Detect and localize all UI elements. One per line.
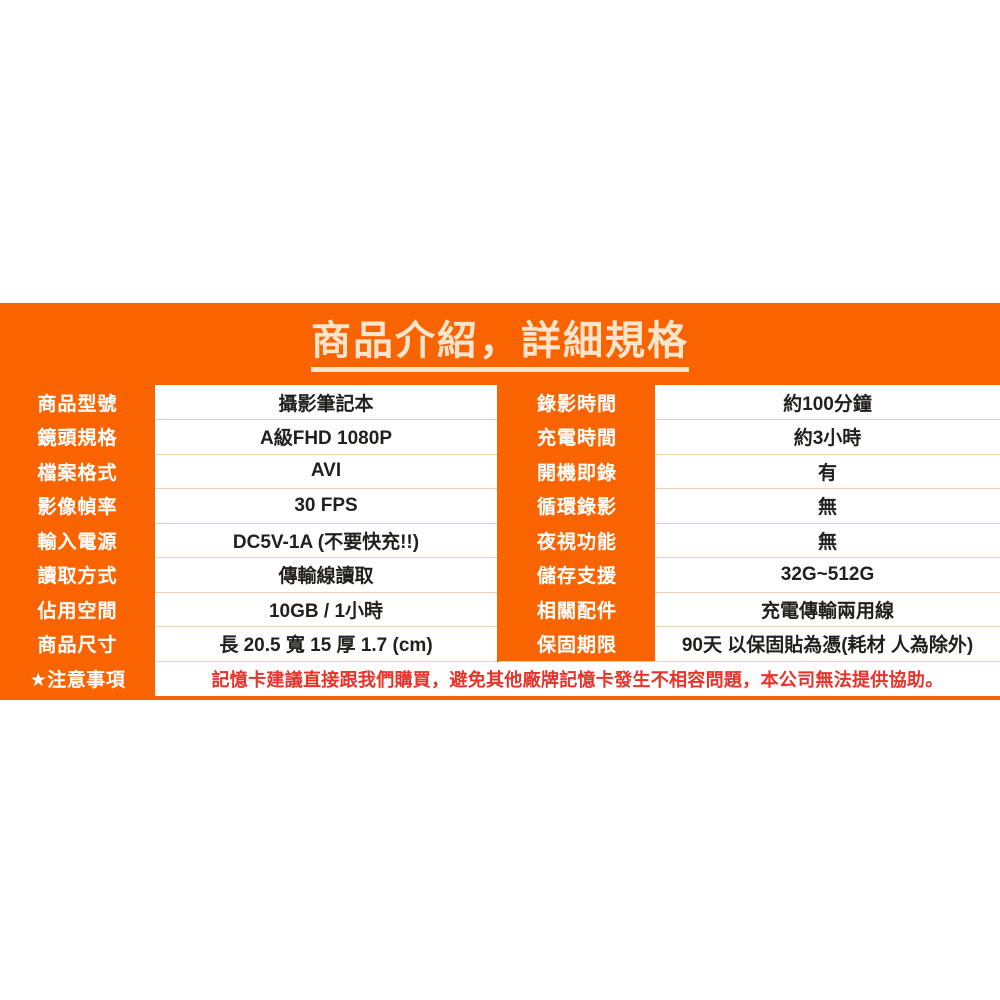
- spec-label-left: 商品尺寸: [0, 626, 155, 661]
- spec-value-right: 無: [655, 488, 1000, 523]
- table-row: 商品尺寸 長 20.5 寬 15 厚 1.7 (cm) 保固期限 90天 以保固…: [0, 626, 1000, 661]
- spec-value-left: 30 FPS: [155, 488, 499, 523]
- spec-label-left: 讀取方式: [0, 557, 155, 592]
- page-title: 商品介紹，詳細規格: [311, 320, 689, 372]
- spec-value-left: 攝影筆記本: [155, 385, 499, 420]
- table-row: 鏡頭規格 A級FHD 1080P 充電時間 約3小時: [0, 419, 1000, 454]
- table-row: 佔用空間 10GB / 1小時 相關配件 充電傳輸兩用線: [0, 591, 1000, 627]
- table-row: 影像幀率 30 FPS 循環錄影 無: [0, 488, 1000, 523]
- specification-panel: 商品介紹，詳細規格 商品型號 攝影筆記本 錄影時間 約100分鐘 鏡頭規格 A級…: [0, 303, 1000, 700]
- spec-label-left: 輸入電源: [0, 523, 155, 558]
- spec-label-right: 夜視功能: [498, 523, 655, 558]
- warning-label: ★注意事項: [0, 661, 155, 696]
- table-row: 檔案格式 AVI 開機即錄 有: [0, 453, 1000, 489]
- spec-value-right: 32G~512G: [655, 557, 1000, 592]
- spec-value-right: 有: [655, 453, 1000, 489]
- spec-value-left: 長 20.5 寬 15 厚 1.7 (cm): [155, 626, 499, 661]
- spec-label-right: 保固期限: [498, 626, 655, 661]
- spec-value-left: DC5V-1A (不要快充!!): [155, 522, 499, 558]
- banner: 商品介紹，詳細規格: [0, 303, 1000, 382]
- warning-row: ★注意事項 記憶卡建議直接跟我們購買，避免其他廠牌記憶卡發生不相容問題，本公司無…: [0, 660, 1000, 696]
- spec-value-right: 充電傳輸兩用線: [655, 591, 1000, 627]
- table-row: 商品型號 攝影筆記本 錄影時間 約100分鐘: [0, 385, 1000, 420]
- spec-label-right: 儲存支援: [498, 557, 655, 592]
- spec-label-right: 循環錄影: [498, 488, 655, 523]
- spec-value-right: 約3小時: [655, 419, 1000, 454]
- spec-label-right: 相關配件: [498, 592, 655, 627]
- specification-table-body: 商品型號 攝影筆記本 錄影時間 約100分鐘 鏡頭規格 A級FHD 1080P …: [0, 385, 1000, 696]
- spec-label-left: 影像幀率: [0, 488, 155, 523]
- specification-table: 商品型號 攝影筆記本 錄影時間 約100分鐘 鏡頭規格 A級FHD 1080P …: [0, 385, 1000, 696]
- spec-value-left: A級FHD 1080P: [155, 419, 499, 454]
- spec-label-right: 開機即錄: [498, 454, 655, 489]
- spec-label-right: 錄影時間: [498, 385, 655, 420]
- spec-value-left: 10GB / 1小時: [155, 591, 499, 627]
- spec-label-right: 充電時間: [498, 419, 655, 454]
- spec-value-left: 傳輸線讀取: [155, 557, 499, 592]
- table-row: 讀取方式 傳輸線讀取 儲存支援 32G~512G: [0, 557, 1000, 592]
- spec-label-left: 鏡頭規格: [0, 419, 155, 454]
- spec-value-right: 90天 以保固貼為憑(耗材 人為除外): [655, 626, 1000, 661]
- spec-value-right: 無: [655, 522, 1000, 558]
- spec-label-left: 佔用空間: [0, 592, 155, 627]
- spec-value-right: 約100分鐘: [655, 385, 1000, 420]
- spec-value-left: AVI: [155, 453, 499, 489]
- warning-text: 記憶卡建議直接跟我們購買，避免其他廠牌記憶卡發生不相容問題，本公司無法提供協助。: [155, 660, 1000, 696]
- spec-label-left: 商品型號: [0, 385, 155, 420]
- spec-label-left: 檔案格式: [0, 454, 155, 489]
- table-row: 輸入電源 DC5V-1A (不要快充!!) 夜視功能 無: [0, 522, 1000, 558]
